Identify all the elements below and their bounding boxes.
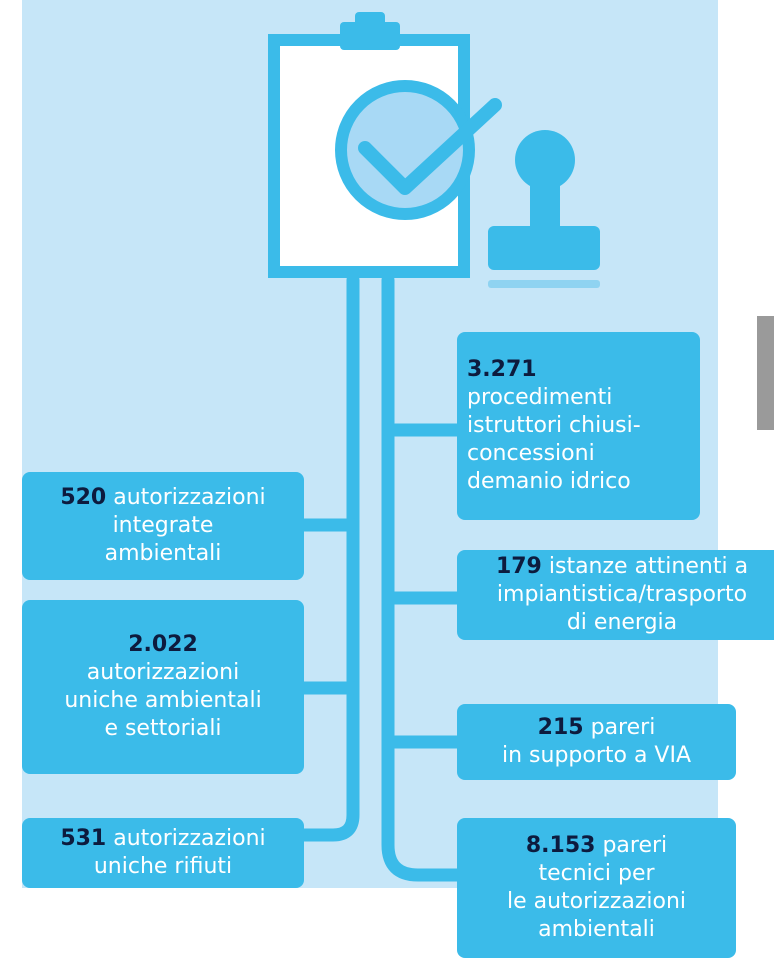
text-line: 8.153 pareri — [526, 832, 667, 860]
stat-text: uniche rifiuti — [93, 854, 233, 879]
clip-top — [355, 12, 385, 26]
checkmark — [358, 98, 502, 195]
stamp-base — [488, 226, 600, 270]
text-line: tecnici per — [538, 860, 654, 888]
text-line: integrate — [113, 512, 214, 540]
text-line: uniche ambientali — [64, 687, 261, 715]
stat-box: 179 istanze attinenti a impiantistica/tra… — [457, 550, 774, 640]
stamp-line — [488, 280, 600, 288]
stat-text: uniche ambientali — [64, 688, 262, 713]
text-line: in supporto a VIA — [502, 742, 691, 770]
stat-text: procedimenti — [467, 385, 613, 410]
left-pipe — [293, 273, 360, 842]
text-line: impiantistica/trasporto — [497, 581, 747, 609]
stat-box: 215 pareri in supporto a VIA — [457, 704, 736, 780]
stat-box: 8.153 pareri tecnici per le autorizzazioni… — [457, 818, 736, 958]
stat-text: autorizzazioni — [86, 660, 240, 685]
stat-text: integrate — [112, 513, 214, 538]
text-line: uniche rifiuti — [94, 853, 232, 881]
text-line: procedimenti — [467, 384, 612, 412]
stat-box: 531 autorizzazioni uniche rifiuti — [22, 818, 304, 888]
check-circle — [335, 80, 475, 220]
stat-text: impiantistica/trasporto — [496, 582, 748, 607]
text-line: 520 autorizzazioni — [60, 484, 265, 512]
stat-box: 3.271 procedimenti istruttori chiusi-conce… — [457, 332, 700, 520]
stat-text: tecnici per — [538, 861, 655, 886]
text-line: e settoriali — [104, 715, 221, 743]
text-line: autorizzazioni — [87, 659, 239, 687]
stat-text: le autorizzazioni — [506, 889, 687, 914]
text-line: di energia — [567, 609, 677, 637]
stat-text: demanio idrico — [467, 469, 631, 494]
stat-number: 215 — [537, 715, 584, 740]
stat-box: 2.022 autorizzazioni uniche ambientali e se… — [22, 600, 304, 774]
stat-text: pareri — [590, 715, 656, 740]
text-line: 179 istanze attinenti a — [496, 553, 748, 581]
text-line: concessioni — [467, 440, 595, 468]
stat-number: 8.153 — [525, 833, 596, 858]
stat-text: pareri — [602, 833, 668, 858]
text-line: ambientali — [105, 540, 222, 568]
stat-text: e settoriali — [104, 716, 222, 741]
text-line: 531 autorizzazioni — [60, 825, 265, 853]
stat-number: 179 — [495, 554, 542, 579]
clip — [340, 22, 400, 50]
stat-text: concessioni — [467, 441, 595, 466]
side-tab — [757, 316, 774, 430]
stat-text: ambientali — [538, 917, 655, 942]
stat-number: 520 — [60, 485, 107, 510]
stamp-neck — [530, 180, 560, 230]
stat-number: 531 — [60, 826, 107, 851]
stat-number: 3.271 — [467, 357, 537, 382]
text-line: 215 pareri — [538, 714, 656, 742]
stat-text: ambientali — [104, 541, 222, 566]
text-line: 3.271 — [467, 356, 537, 384]
stat-text: istanze attinenti a — [548, 554, 749, 579]
stat-text: autorizzazioni — [113, 485, 266, 510]
right-pipe — [381, 273, 467, 882]
stat-text: di energia — [566, 610, 678, 635]
pipes — [293, 273, 467, 882]
stat-box: 520 autorizzazioni integrate ambientali — [22, 472, 304, 580]
stat-number: 2.022 — [128, 632, 198, 657]
stamp-handle — [515, 130, 575, 190]
text-line: istruttori chiusi- — [467, 412, 641, 440]
text-line: 2.022 — [128, 631, 198, 659]
stat-text: in supporto a VIA — [501, 743, 692, 768]
text-line: demanio idrico — [467, 468, 631, 496]
text-line: ambientali — [538, 916, 655, 944]
stat-text: autorizzazioni — [113, 826, 266, 851]
stat-text: istruttori chiusi- — [467, 413, 641, 438]
text-line: le autorizzazioni — [507, 888, 686, 916]
